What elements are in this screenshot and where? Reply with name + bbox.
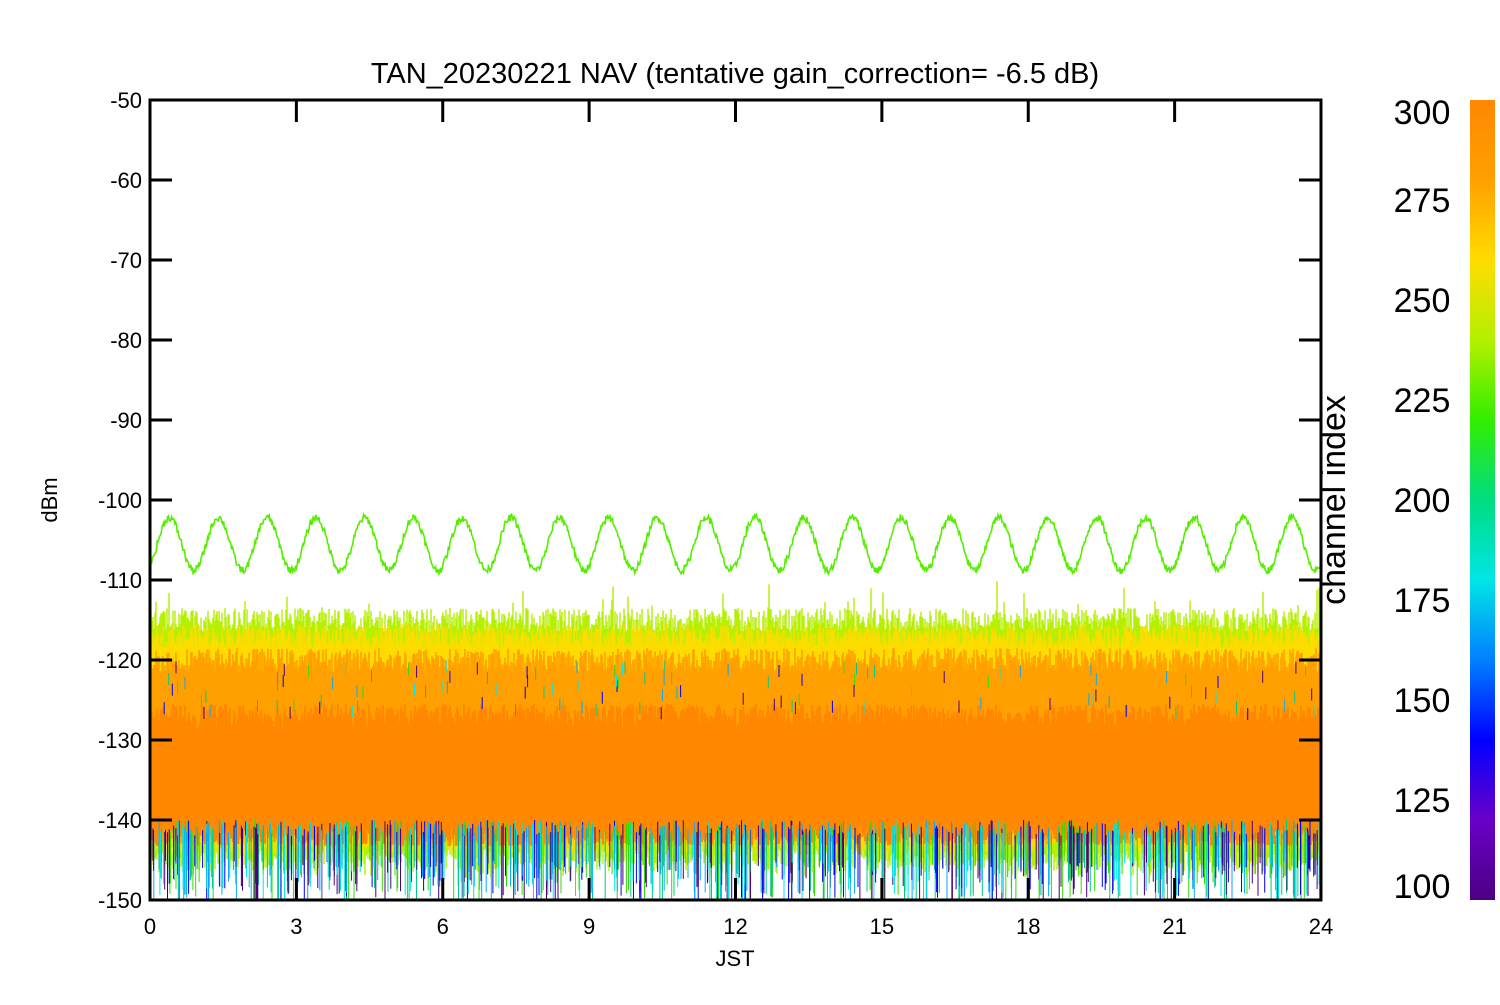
carrier-line: [150, 511, 1321, 577]
colorbar-label: channel index: [1315, 395, 1353, 605]
colorbar: [1470, 100, 1495, 900]
colorbar-tick-label: 100: [1394, 868, 1451, 906]
y-tick-label: -110: [100, 568, 142, 593]
noise-spike: [159, 660, 1321, 900]
colorbar-tick-label: 275: [1394, 182, 1451, 220]
x-tick-label: 12: [723, 914, 747, 939]
x-tick-label: 6: [437, 914, 449, 939]
noise-spike: [152, 661, 1318, 900]
x-axis: 0 3 6 9 12 15 18 21 24: [144, 100, 1333, 939]
x-tick-label: 0: [144, 914, 156, 939]
y-tick-label: -130: [98, 728, 142, 753]
colorbar-tick-label: 150: [1394, 682, 1451, 720]
y-axis: -50 -60 -70 -80 -90 -100 -110 -120 -130 -140 -150: [98, 88, 1321, 913]
y-axis-label: dBm: [37, 477, 62, 522]
y-tick-label: -140: [98, 808, 142, 833]
y-tick-label: -80: [110, 328, 142, 353]
y-tick-label: -60: [110, 168, 142, 193]
y-tick-label: -70: [110, 248, 142, 273]
noise-layer-3: [150, 704, 1321, 846]
colorbar-tick-label: 125: [1394, 782, 1451, 820]
x-tick-label: 15: [870, 914, 894, 939]
x-tick-label: 9: [583, 914, 595, 939]
colorbar-ticks: 100 125 150 175 200 225 250 275 300: [1394, 94, 1451, 906]
chart-title: TAN_20230221 NAV (tentative gain_correct…: [371, 58, 1099, 90]
y-tick-label: -150: [98, 888, 142, 913]
y-tick-label: -100: [98, 488, 142, 513]
x-tick-label: 21: [1162, 914, 1186, 939]
colorbar-tick-label: 250: [1394, 282, 1451, 320]
colorbar-tick-label: 200: [1394, 482, 1451, 520]
noise-band: [150, 581, 1321, 900]
x-tick-label: 3: [290, 914, 302, 939]
x-tick-label: 18: [1016, 914, 1040, 939]
x-axis-label: JST: [715, 946, 754, 971]
y-tick-label: -50: [110, 88, 142, 113]
colorbar-tick-label: 300: [1394, 94, 1451, 132]
carrier-series: [150, 511, 1321, 577]
colorbar-tick-label: 225: [1394, 382, 1451, 420]
y-tick-label: -90: [110, 408, 142, 433]
colorbar-tick-label: 175: [1394, 582, 1451, 620]
y-tick-label: -120: [98, 648, 142, 673]
x-tick-label: 24: [1309, 914, 1333, 939]
